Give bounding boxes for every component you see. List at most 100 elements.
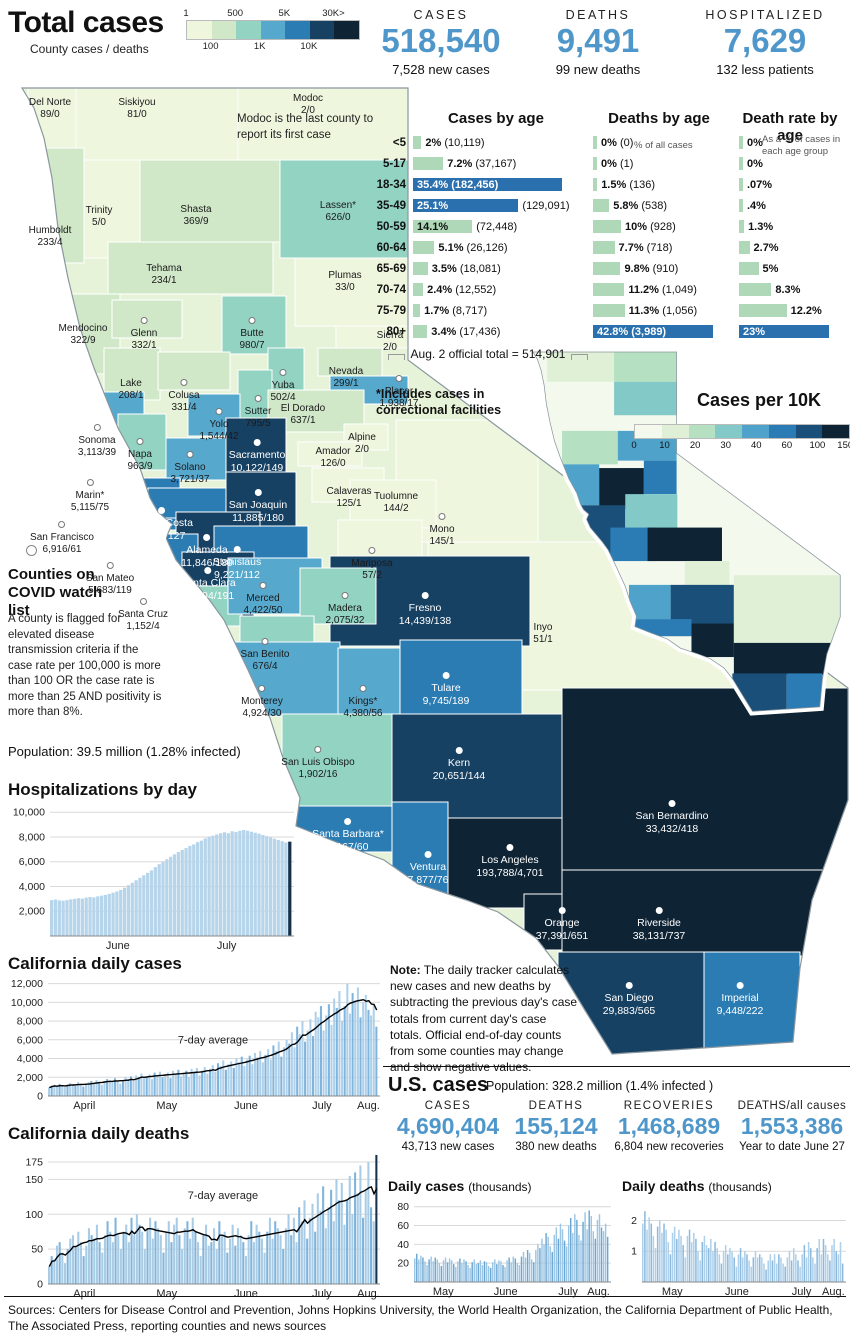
us-stat-deaths: DEATHS 155,124 380 new deaths — [514, 1100, 598, 1154]
ca-daily-deaths-title: California daily deaths — [8, 1124, 190, 1143]
svg-text:July: July — [558, 1286, 578, 1298]
ca-population-note: Population: 39.5 million (1.28% infected… — [8, 744, 241, 759]
correctional-note: *Includes cases in correctional faciliti… — [376, 387, 502, 418]
stat-hospitalized-value: 7,629 — [723, 22, 807, 59]
svg-text:Aug. 3: Aug. 3 — [357, 1100, 382, 1112]
age-header-cases: Cases by age — [448, 110, 544, 127]
age-row: <5 2% (10,119) 0% (0) 0% — [392, 135, 763, 150]
us-daily-deaths-chart: 1 2 May June July Aug. 3 — [622, 1196, 850, 1298]
county-shape — [227, 641, 341, 717]
county-shape — [281, 713, 393, 807]
svg-text:July: July — [312, 1288, 332, 1300]
county-shape — [557, 951, 705, 1054]
svg-text:2: 2 — [631, 1215, 637, 1227]
ca-daily-cases-chart: 0 2,000 4,000 6,000 8,000 10,000 12,000 7-day a… — [4, 972, 389, 1112]
svg-text:40: 40 — [397, 1239, 409, 1251]
hospitalizations-chart: 2,000 4,000 6,000 8,000 10,000 June July — [4, 800, 296, 952]
us-daily-cases-title: Daily cases (thousands) — [388, 1178, 532, 1194]
sources-text: Sources: Centers for Disease Control and… — [8, 1303, 833, 1334]
legend-color-scale — [186, 20, 360, 40]
svg-text:1: 1 — [631, 1246, 637, 1258]
svg-text:10,000: 10,000 — [13, 807, 45, 819]
svg-text:0: 0 — [37, 1091, 43, 1103]
svg-text:June: June — [725, 1286, 749, 1298]
svg-text:Aug. 3: Aug. 3 — [357, 1288, 382, 1300]
stat-deaths-value: 9,491 — [556, 22, 640, 59]
stat-cases-label: CASES — [413, 8, 469, 22]
county-shape — [561, 687, 848, 871]
svg-text:July: July — [217, 940, 237, 952]
svg-text:June: June — [234, 1288, 258, 1300]
svg-text:6,000: 6,000 — [17, 1034, 43, 1046]
age-header-deaths: Deaths by age — [608, 110, 710, 127]
svg-text:April: April — [73, 1100, 95, 1112]
svg-text:7-day average: 7-day average — [178, 1035, 248, 1047]
county-shape — [225, 417, 287, 473]
us-section-rule — [383, 1066, 850, 1067]
stat-deaths: DEATHS 9,491 99 new deaths — [533, 8, 663, 77]
svg-text:4,000: 4,000 — [19, 881, 45, 893]
county-shape — [703, 951, 801, 1054]
svg-text:8,000: 8,000 — [19, 831, 45, 843]
svg-text:June: June — [234, 1100, 258, 1112]
stat-hospitalized: HOSPITALIZED 7,629 132 less patients — [680, 8, 850, 77]
age-row: 50-59 14.1% (72,448) 10% (928) 1.3% — [376, 219, 774, 234]
stat-cases-sub: 7,528 new cases — [392, 61, 490, 77]
svg-text:April: April — [73, 1288, 95, 1300]
us-stat-recoveries: RECOVERIES 1,468,689 6,804 new recoverie… — [614, 1100, 724, 1154]
county-shape — [27, 88, 77, 151]
inset-legend: 01020304060100150> — [631, 424, 850, 452]
us-daily-cases-chart: 20 40 60 80 May June July Aug. 3 — [388, 1196, 619, 1298]
page-title: Total cases — [8, 6, 164, 39]
age-row: 75-79 1.7% (8,717) 11.3% (1,056) 12.2% — [376, 303, 822, 318]
watchlist-circle-icon — [26, 545, 37, 556]
svg-text:12,000: 12,000 — [11, 978, 43, 990]
us-stats: CASES 4,690,404 43,713 new cases DEATHS … — [388, 1100, 850, 1153]
county-shape — [221, 295, 287, 355]
county-shape — [111, 299, 183, 339]
modoc-note: Modoc is the last county to report its f… — [237, 113, 374, 141]
age-row: 5-17 7.2% (37,167) 0% (1) 0% — [382, 156, 763, 171]
rate-pct-note: As a % of cases in each age group — [762, 134, 841, 157]
age-row: 60-64 5.1% (26,126) 7.7% (718) 2.7% — [376, 240, 779, 255]
county-shape — [157, 351, 231, 391]
svg-text:0: 0 — [37, 1279, 43, 1291]
county-shape — [165, 437, 229, 481]
age-header-rate: Death rate by age — [742, 110, 838, 144]
county-shape — [447, 817, 563, 909]
county-shape — [75, 88, 239, 161]
us-daily-deaths-title: Daily deaths (thousands) — [622, 1178, 772, 1194]
svg-text:60: 60 — [397, 1220, 409, 1232]
headline-stats: CASES 518,540 7,528 new cases DEATHS 9,4… — [366, 8, 850, 77]
stat-cases: CASES 518,540 7,528 new cases — [366, 8, 516, 77]
svg-text:8,000: 8,000 — [17, 1016, 43, 1028]
inset-color-scale — [634, 424, 850, 439]
svg-text:175: 175 — [25, 1156, 43, 1168]
us-title: U.S. cases — [388, 1074, 489, 1096]
stat-cases-value: 518,540 — [381, 22, 501, 59]
stat-deaths-sub: 99 new deaths — [555, 61, 641, 77]
svg-text:20: 20 — [397, 1258, 409, 1270]
svg-text:50: 50 — [31, 1244, 43, 1256]
svg-text:July: July — [792, 1286, 812, 1298]
age-row: 18-34 35.4% (182,456) 1.5% (136) .07% — [376, 177, 773, 192]
svg-text:100: 100 — [25, 1209, 43, 1221]
county-shape — [279, 159, 409, 259]
county-shape — [317, 347, 383, 377]
legend-top-labels: 1 500 5K 30K> — [183, 8, 345, 19]
county-shape — [103, 347, 161, 401]
svg-text:June: June — [106, 940, 130, 952]
age-row: 65-69 3.5% (18,081) 9.8% (910) 5% — [376, 261, 779, 276]
watchlist-title: Counties on COVID watch list — [8, 566, 103, 619]
ca-daily-deaths-chart: 0 50 100 150 175 7-day average April May June Jul… — [4, 1142, 389, 1300]
us-stat-deaths-all-causes: DEATHS/all causes 1,553,386 Year to date… — [737, 1100, 847, 1154]
svg-text:80: 80 — [397, 1201, 409, 1213]
county-shape — [139, 159, 281, 243]
stat-deaths-label: DEATHS — [565, 8, 631, 22]
svg-text:May: May — [433, 1286, 454, 1298]
footer-rule — [4, 1296, 846, 1297]
county-shape — [237, 88, 409, 161]
age-table-headers: Cases by age Deaths by age Death rate by… — [352, 110, 848, 144]
ca-daily-cases-title: California daily cases — [8, 954, 182, 973]
